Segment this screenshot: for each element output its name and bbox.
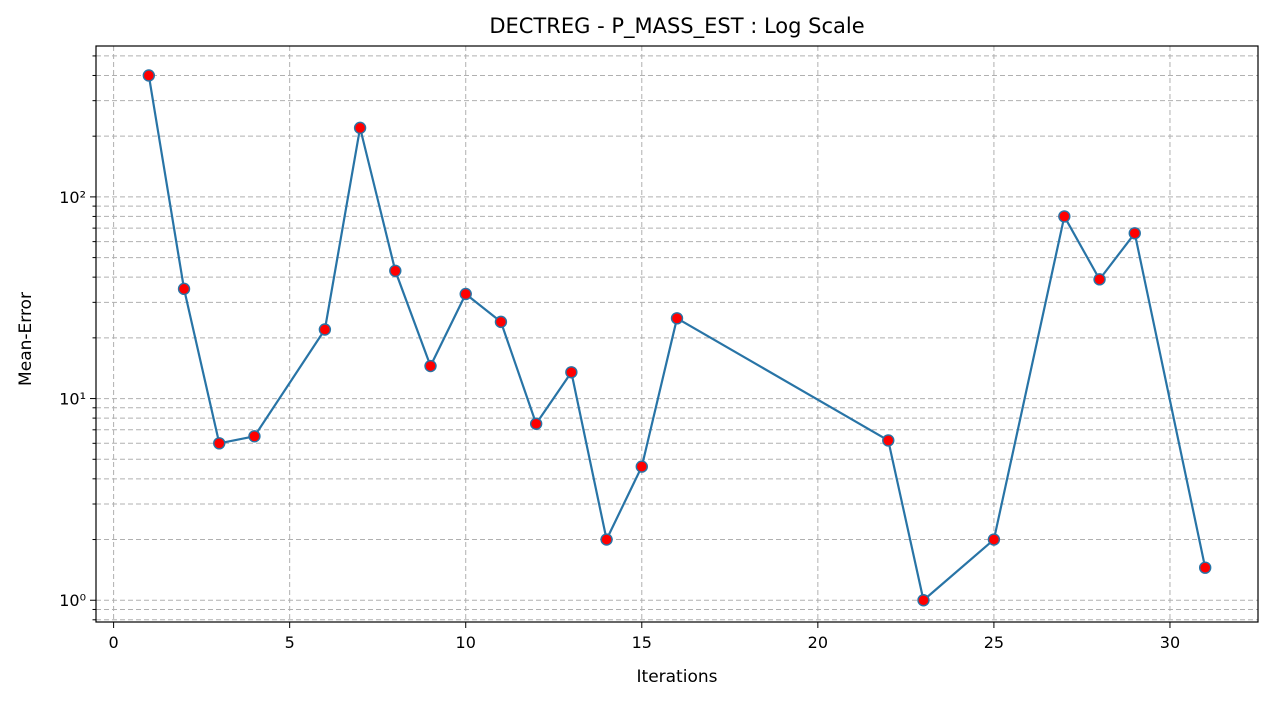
y-tick-label: 10¹ (59, 390, 86, 409)
y-tick-label: 10⁰ (59, 591, 86, 610)
data-point (318, 323, 332, 336)
data-point (248, 430, 261, 443)
grid (96, 46, 1258, 622)
data-point (389, 264, 402, 278)
x-axis-label: Iterations (637, 667, 718, 687)
data-point (1128, 227, 1141, 240)
x-tick-label: 0 (109, 633, 119, 652)
data-point (600, 533, 613, 546)
data-point (424, 359, 437, 373)
x-tick-label: 20 (808, 633, 828, 652)
series (142, 69, 1212, 607)
data-point (917, 594, 930, 607)
chart-title: DECTREG - P_MASS_EST : Log Scale (489, 14, 864, 39)
x-tick-label: 25 (984, 633, 1004, 652)
data-point (529, 417, 543, 430)
data-point (494, 315, 508, 329)
y-tick-label: 10² (59, 188, 86, 207)
plot-frame (95, 45, 1259, 623)
x-tick-label: 10 (456, 633, 476, 652)
data-point (882, 434, 895, 447)
data-point (459, 287, 472, 301)
data-point (353, 121, 367, 135)
data-point (635, 460, 648, 473)
y-axis-label: Mean-Error (16, 292, 36, 386)
x-tick-label: 5 (285, 633, 295, 652)
data-point (213, 437, 226, 450)
ticks: 0 5 10 15 20 25 30 10⁰ 10¹ 10² (59, 55, 1180, 652)
data-point (142, 69, 156, 82)
data-point (177, 282, 191, 296)
data-point (670, 312, 684, 325)
series-line (147, 75, 1207, 602)
data-point (565, 366, 578, 379)
data-point (1058, 210, 1071, 223)
data-point (1198, 561, 1212, 574)
data-point (987, 533, 1001, 546)
x-tick-label: 15 (632, 633, 652, 652)
data-point (1093, 273, 1106, 286)
x-tick-label: 30 (1160, 633, 1180, 652)
